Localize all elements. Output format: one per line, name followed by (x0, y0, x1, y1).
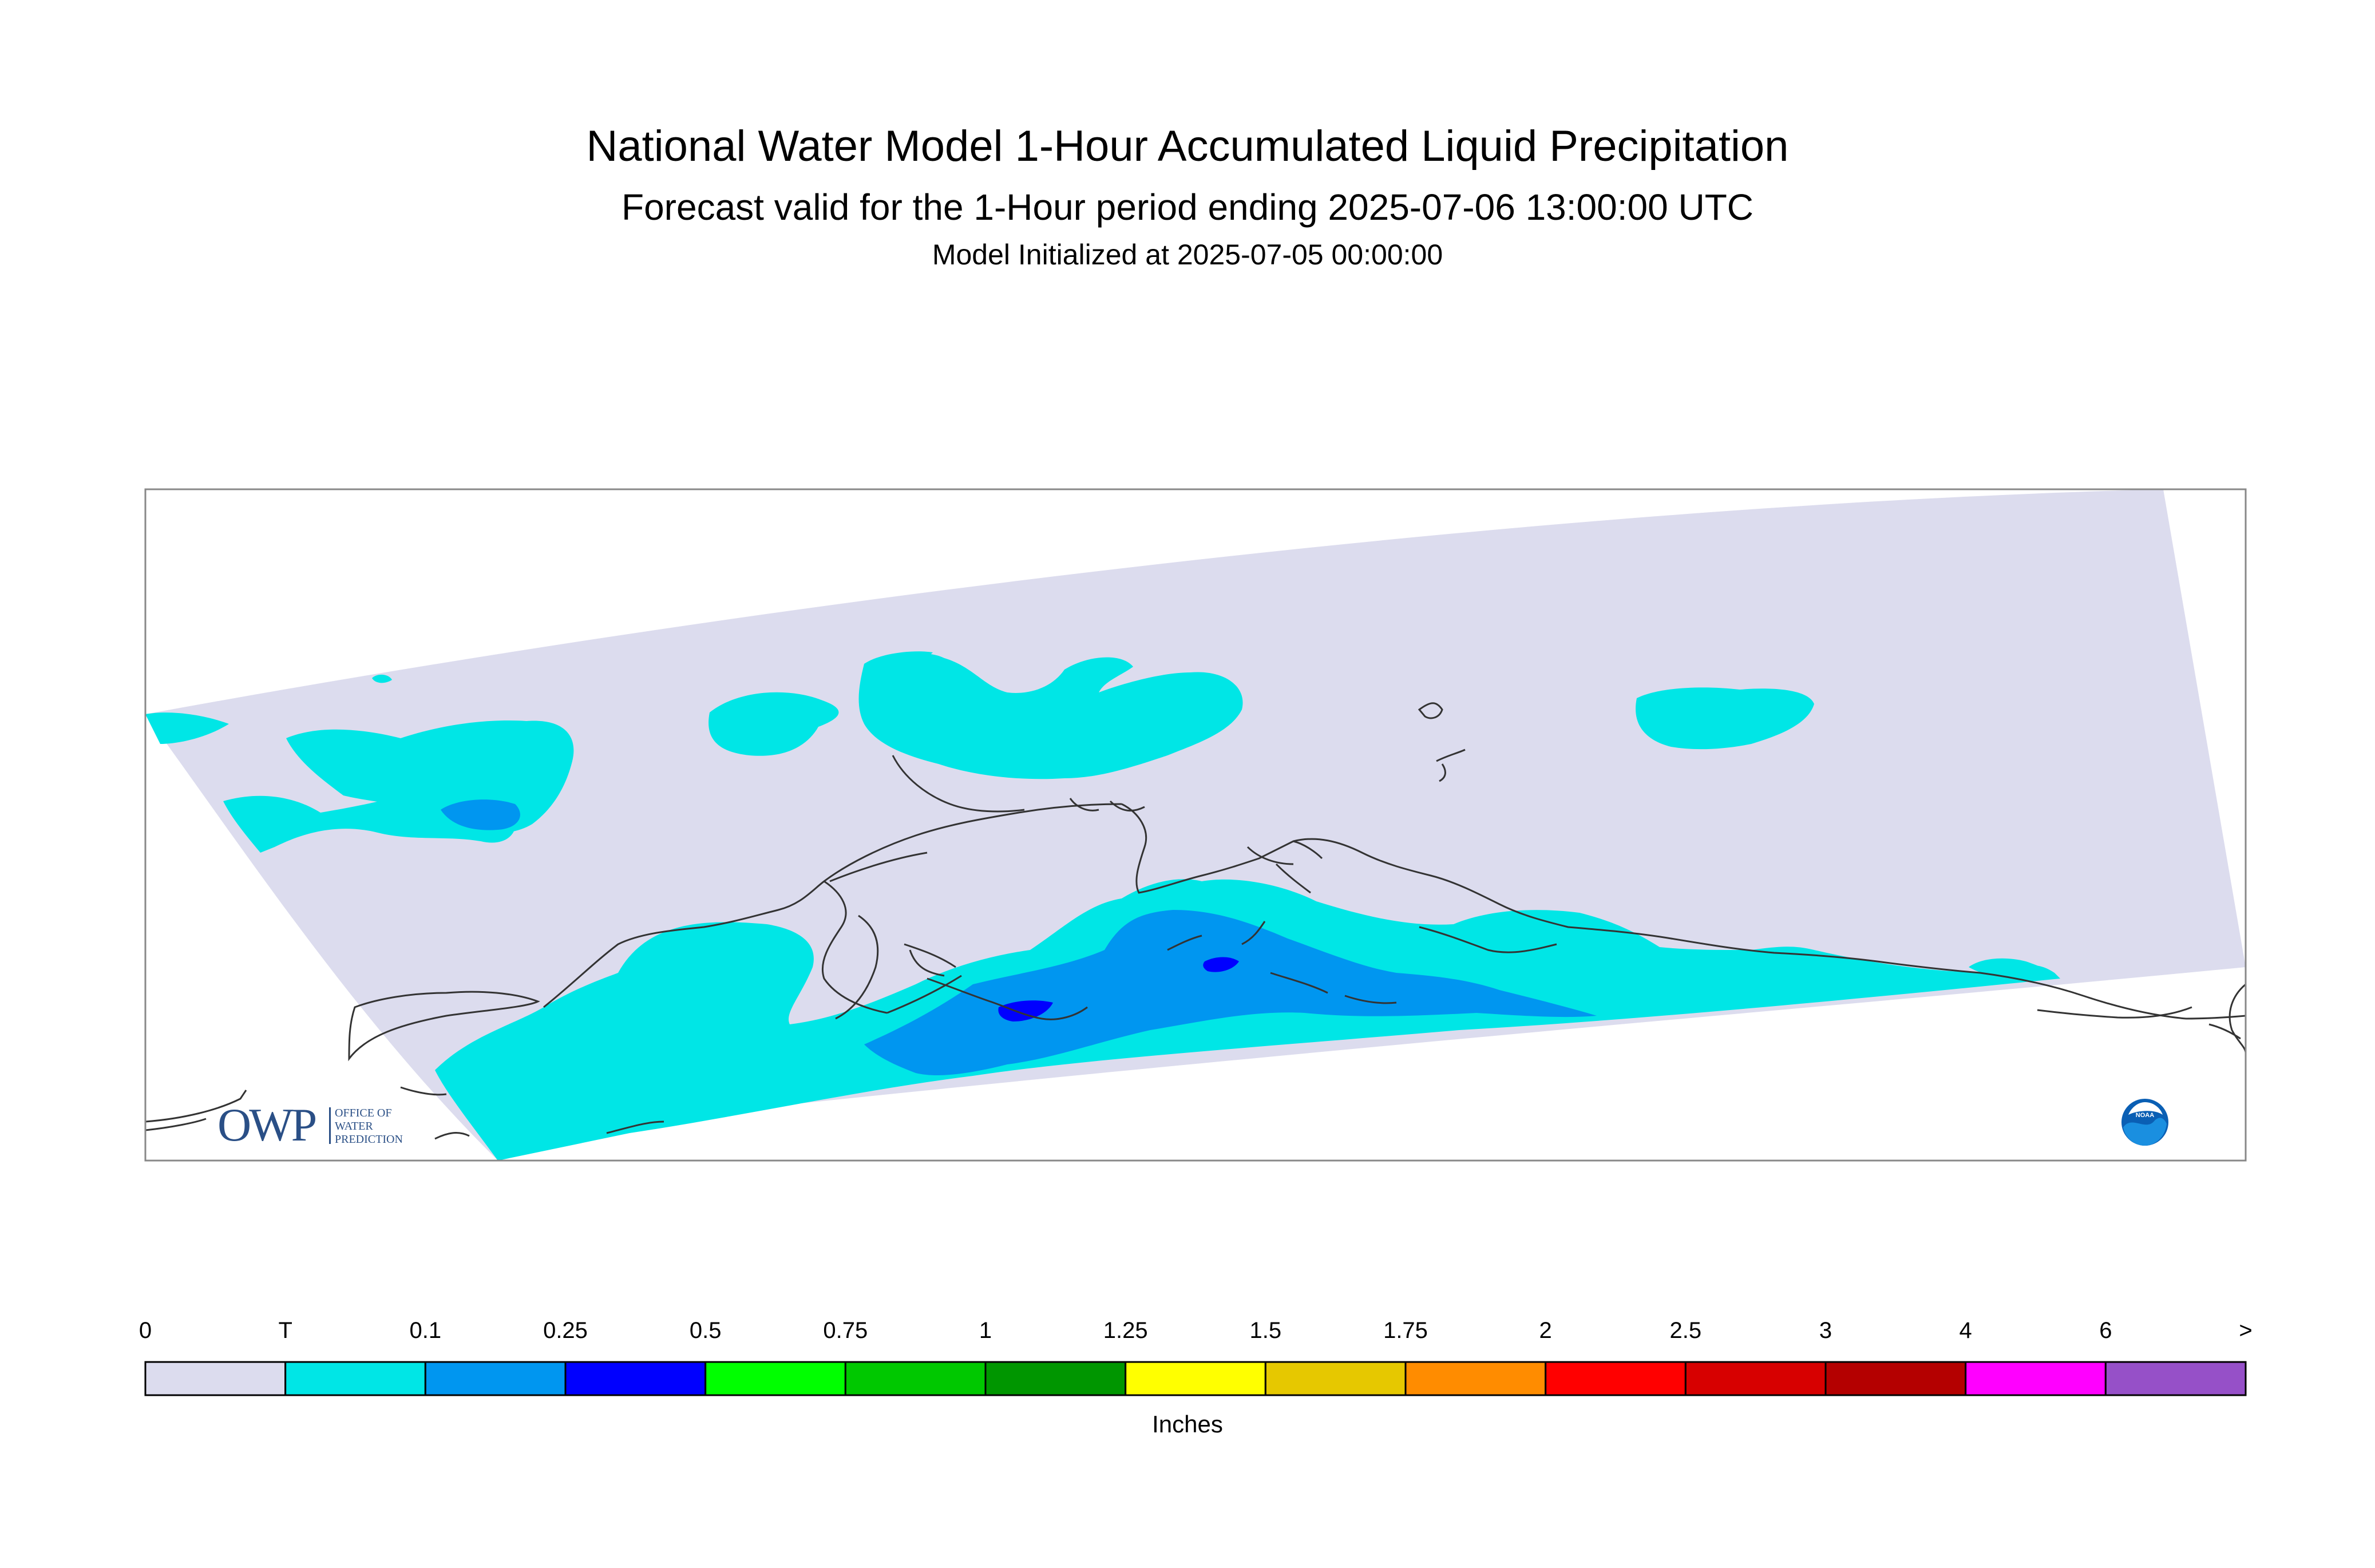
small-trace-patch (1720, 734, 1733, 743)
legend-units: Inches (1152, 1411, 1223, 1438)
legend-color-bar (144, 1361, 2247, 1396)
legend-tick-label: 0 (138, 1318, 152, 1343)
legend-swatch (1684, 1361, 1827, 1396)
legend-swatch (564, 1361, 707, 1396)
map-title: National Water Model 1-Hour Accumulated … (586, 122, 1789, 171)
legend-swatch (2104, 1361, 2247, 1396)
legend-tick-label: 0.75 (823, 1318, 868, 1343)
noaa-logo: NOAA (2121, 1099, 2168, 1146)
legend-tick-label: 2.5 (1669, 1318, 1702, 1343)
legend-tick-label: 0.25 (543, 1318, 588, 1343)
legend-tick-label: 2 (1539, 1318, 1552, 1343)
legend-tick-label: 1.75 (1383, 1318, 1428, 1343)
legend-swatch (1125, 1361, 1266, 1396)
legend-swatch (844, 1361, 987, 1396)
legend-swatch (284, 1361, 426, 1396)
legend-tick-label: T (278, 1318, 292, 1343)
owp-logo: OWP OFFICE OF WATER PREDICTION (217, 1102, 435, 1153)
model-init-subtitle: Model Initialized at 2025-07-05 00:00:00 (932, 239, 1443, 271)
legend-swatch (1545, 1361, 1687, 1396)
legend-tick-label: 0.5 (689, 1318, 722, 1343)
moderate-precip-areas (998, 957, 1239, 1021)
owp-logo-line3: PREDICTION (335, 1133, 403, 1146)
legend-tick-label: 1.25 (1103, 1318, 1148, 1343)
owp-logo-line2: WATER (335, 1120, 373, 1133)
light-precip-areas (441, 799, 1597, 1076)
legend-tick-label: 6 (2099, 1318, 2112, 1343)
noaa-logo-text: NOAA (2136, 1112, 2154, 1119)
trace-precip-areas (145, 651, 2060, 1161)
legend-swatch (144, 1361, 287, 1396)
legend-swatch (984, 1361, 1127, 1396)
legend-swatch (1404, 1361, 1547, 1396)
forecast-valid-subtitle: Forecast valid for the 1-Hour period end… (621, 187, 1754, 228)
legend-swatch (424, 1361, 567, 1396)
coastlines (145, 702, 2246, 1140)
legend-swatch (1965, 1361, 2107, 1396)
owp-logo-separator (329, 1107, 331, 1144)
legend-tick-label: > (2239, 1318, 2253, 1343)
legend-swatch (1264, 1361, 1407, 1396)
legend-swatch (1824, 1361, 1967, 1396)
legend-swatch (704, 1361, 846, 1396)
legend-tick-label: 1.5 (1249, 1318, 1282, 1343)
legend-tick-label: 4 (1959, 1318, 1972, 1343)
owp-logo-line1: OFFICE OF (335, 1107, 392, 1119)
map-frame (144, 488, 2247, 1162)
owp-logo-text: OWP (217, 1099, 317, 1151)
legend-tick-label: 0.1 (409, 1318, 442, 1343)
legend-tick-label: 1 (979, 1318, 992, 1343)
legend-tick-label: 3 (1819, 1318, 1832, 1343)
